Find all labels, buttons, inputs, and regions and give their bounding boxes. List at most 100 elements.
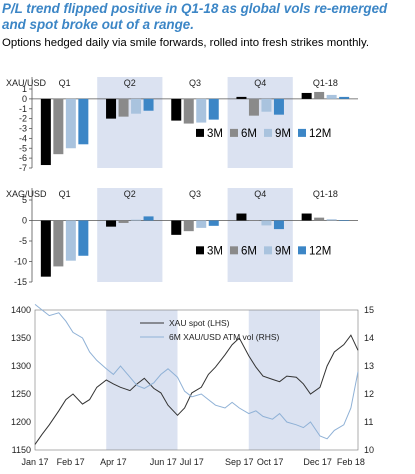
y-tick-label: 0 — [22, 94, 27, 104]
legend-label-spot: XAU spot (LHS) — [169, 318, 230, 328]
y-tick-label: -5 — [19, 236, 27, 246]
bar-12m-q2 — [143, 98, 154, 111]
legend-label-3m: 3M — [207, 245, 223, 257]
y-left-tick-label: 1400 — [11, 305, 31, 315]
y-tick-label: -7 — [19, 163, 27, 173]
legend-swatch-12m — [298, 246, 306, 255]
bar-6m-q1 — [53, 98, 64, 155]
bar-9m-q1 — [65, 220, 76, 261]
y-right-tick-label: 14 — [364, 333, 374, 343]
y-left-tick-label: 1250 — [11, 389, 31, 399]
category-label: Q3 — [189, 189, 201, 199]
y-left-tick-label: 1150 — [12, 445, 31, 455]
x-tick-label: Jul 17 — [180, 457, 204, 467]
bar-6m-q1-18 — [314, 91, 325, 99]
bar-6m-q3 — [183, 220, 194, 232]
plot-frame — [34, 309, 359, 451]
bar-3m-q4 — [236, 213, 247, 221]
legend-label-12m: 12M — [309, 245, 331, 257]
bar-9m-q3 — [196, 220, 207, 228]
xau-spot-line — [34, 334, 359, 445]
bar-3m-q1 — [40, 220, 51, 277]
bar-9m-q2 — [131, 98, 142, 114]
category-label: Q1 — [59, 78, 71, 88]
bar-12m-q1 — [78, 220, 89, 256]
x-tick-label: Jun 17 — [150, 457, 177, 467]
x-tick-label: Sep 17 — [225, 457, 254, 467]
bar-12m-q4 — [273, 98, 284, 115]
bar-6m-q1 — [53, 220, 64, 267]
legend-swatch-9m — [264, 128, 272, 137]
bar-12m-q1-18 — [339, 220, 350, 221]
bar-6m-q4 — [248, 98, 259, 116]
category-label: Q1-18 — [313, 189, 338, 199]
chart-title: P/L trend flipped positive in Q1-18 as g… — [2, 1, 388, 32]
bar-9m-q1-18 — [326, 94, 337, 99]
shaded-quarter — [227, 77, 293, 168]
bar-12m-q4 — [273, 220, 284, 230]
legend-label-3m: 3M — [207, 128, 223, 140]
bar-12m-q1 — [78, 98, 89, 145]
bar-3m-q1-18 — [301, 213, 312, 221]
category-label: Q1 — [59, 189, 71, 199]
bar-6m-q3 — [183, 98, 194, 124]
x-tick-label: Apr 17 — [100, 457, 127, 467]
bar-6m-q4 — [248, 220, 259, 221]
atm-vol-line — [34, 304, 359, 440]
category-label: Q3 — [189, 78, 201, 88]
legend-label-6m: 6M — [241, 245, 257, 257]
bar-12m-q3 — [208, 98, 219, 120]
y-right-tick-label: 15 — [364, 305, 374, 315]
x-tick-label: Feb 18 — [337, 457, 365, 467]
y-left-tick-label: 1200 — [11, 417, 31, 427]
shaded-quarter — [97, 77, 163, 168]
bar-12m-q1-18 — [339, 96, 350, 99]
category-label: Q2 — [124, 189, 136, 199]
y-left-tick-label: 1350 — [11, 333, 31, 343]
bar-3m-q4 — [236, 96, 247, 99]
bar-6m-q1-18 — [314, 217, 325, 221]
legend-label-6m: 6M — [241, 128, 257, 140]
bar-9m-q4 — [261, 98, 272, 112]
category-label: Q1-18 — [313, 78, 338, 88]
bar-3m-q1-18 — [301, 92, 312, 99]
y-tick-label: -1 — [19, 104, 27, 114]
y-tick-label: -15 — [14, 277, 27, 287]
y-tick-label: -5 — [19, 143, 27, 153]
x-tick-label: Dec 17 — [303, 457, 332, 467]
x-tick-label: Oct 17 — [257, 457, 284, 467]
legend-label-9m: 9M — [275, 245, 291, 257]
chart-subtitle: Options hedged daily via smile forwards,… — [2, 37, 369, 49]
bar-6m-q2 — [118, 220, 129, 223]
bar-3m-q3 — [171, 220, 182, 235]
shaded-quarter — [227, 188, 293, 282]
y-tick-label: -10 — [14, 257, 27, 267]
bar-9m-q2 — [131, 219, 142, 221]
y-tick-label: -6 — [19, 153, 27, 163]
bar-3m-q3 — [171, 98, 182, 121]
bar-3m-q2 — [106, 98, 117, 119]
legend-label-vol: 6M XAU/USD ATM vol (RHS) — [169, 332, 280, 342]
y-right-tick-label: 10 — [364, 445, 374, 455]
bar-9m-q1 — [65, 98, 76, 149]
legend-label-12m: 12M — [309, 128, 331, 140]
bar-9m-q3 — [196, 98, 207, 123]
bar-12m-q3 — [208, 220, 219, 226]
y-tick-label: 1 — [22, 84, 27, 94]
bar-3m-q1 — [40, 98, 51, 166]
category-label: Q4 — [254, 189, 266, 199]
legend-swatch-9m — [264, 246, 272, 255]
y-tick-label: -4 — [19, 133, 27, 143]
bar-9m-q4 — [261, 220, 272, 226]
legend-swatch-3m — [196, 246, 204, 255]
y-tick-label: -2 — [19, 114, 27, 124]
legend-swatch-6m — [230, 128, 238, 137]
x-tick-label: Feb 17 — [57, 457, 85, 467]
legend-swatch-12m — [298, 128, 306, 137]
y-tick-label: 5 — [22, 195, 27, 205]
bar-6m-q2 — [118, 98, 129, 117]
bar-12m-q2 — [143, 216, 154, 221]
category-label: Q2 — [124, 78, 136, 88]
shaded-quarter — [97, 188, 163, 282]
legend-swatch-3m — [196, 128, 204, 137]
